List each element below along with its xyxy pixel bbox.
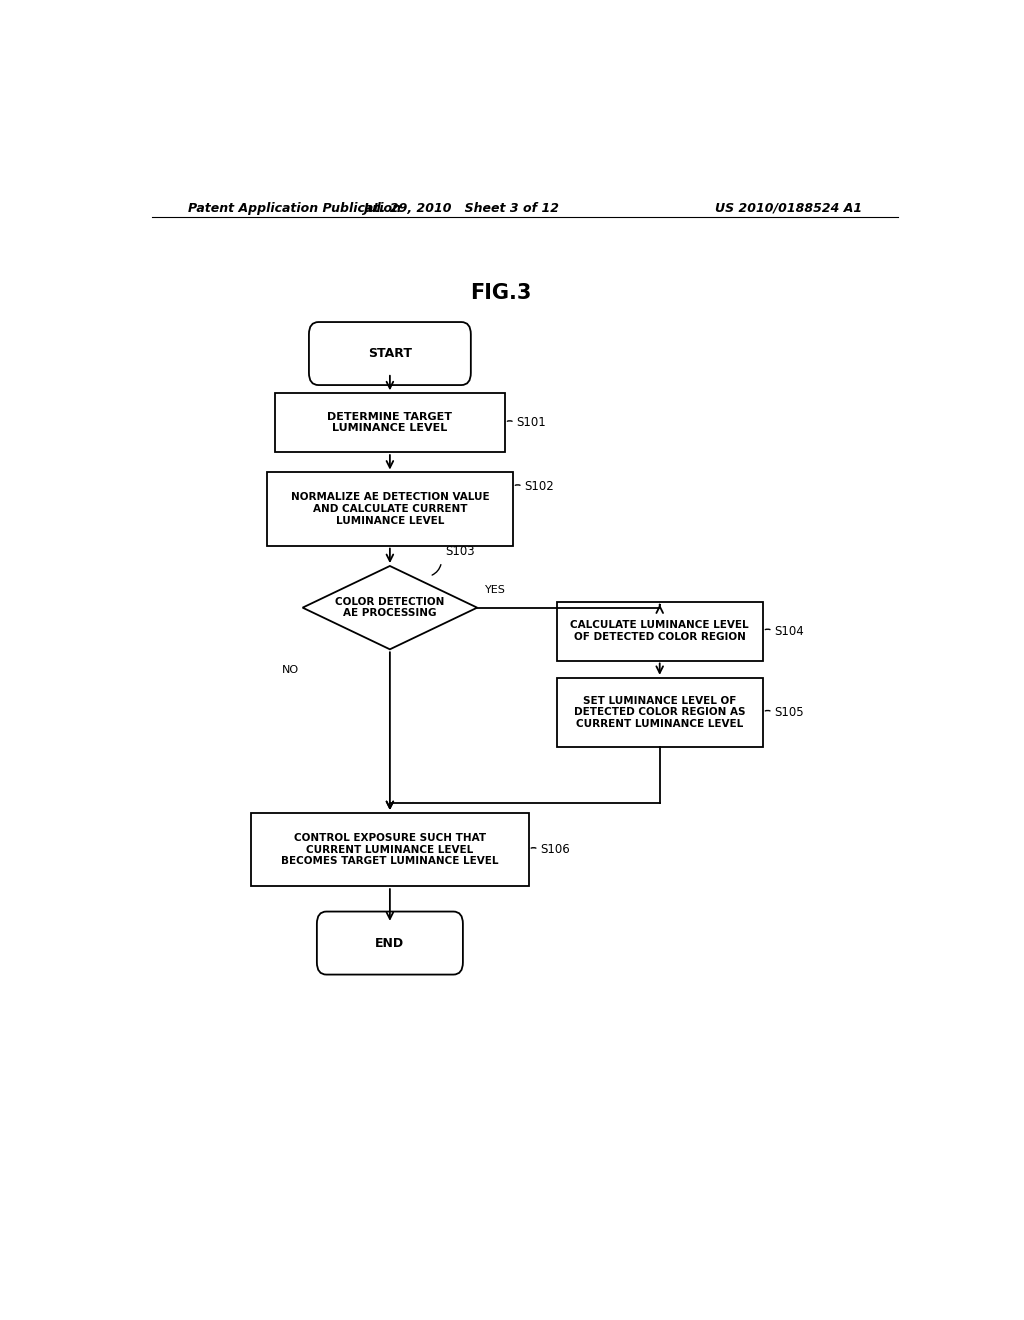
Text: CALCULATE LUMINANCE LEVEL
OF DETECTED COLOR REGION: CALCULATE LUMINANCE LEVEL OF DETECTED CO… (570, 620, 749, 642)
Text: S101: S101 (516, 416, 546, 429)
Text: S102: S102 (524, 480, 554, 494)
Text: NO: NO (282, 664, 299, 675)
Text: NORMALIZE AE DETECTION VALUE
AND CALCULATE CURRENT
LUMINANCE LEVEL: NORMALIZE AE DETECTION VALUE AND CALCULA… (291, 492, 489, 525)
Polygon shape (303, 566, 477, 649)
Text: SET LUMINANCE LEVEL OF
DETECTED COLOR REGION AS
CURRENT LUMINANCE LEVEL: SET LUMINANCE LEVEL OF DETECTED COLOR RE… (574, 696, 745, 729)
Bar (274, 393, 505, 453)
Text: CONTROL EXPOSURE SUCH THAT
CURRENT LUMINANCE LEVEL
BECOMES TARGET LUMINANCE LEVE: CONTROL EXPOSURE SUCH THAT CURRENT LUMIN… (282, 833, 499, 866)
Text: S104: S104 (774, 624, 804, 638)
Bar (267, 473, 513, 545)
Text: S106: S106 (540, 843, 569, 857)
Text: END: END (376, 937, 404, 949)
Text: S105: S105 (774, 706, 804, 719)
Text: COLOR DETECTION
AE PROCESSING: COLOR DETECTION AE PROCESSING (335, 597, 444, 619)
Text: Jul. 29, 2010   Sheet 3 of 12: Jul. 29, 2010 Sheet 3 of 12 (364, 202, 559, 215)
FancyBboxPatch shape (316, 912, 463, 974)
Text: YES: YES (485, 586, 506, 595)
Text: DETERMINE TARGET
LUMINANCE LEVEL: DETERMINE TARGET LUMINANCE LEVEL (328, 412, 453, 433)
Bar (251, 813, 528, 886)
FancyBboxPatch shape (309, 322, 471, 385)
Text: Patent Application Publication: Patent Application Publication (187, 202, 400, 215)
Bar (557, 677, 763, 747)
Text: S103: S103 (445, 545, 475, 558)
Bar (557, 602, 763, 660)
Text: FIG.3: FIG.3 (470, 282, 531, 302)
Text: US 2010/0188524 A1: US 2010/0188524 A1 (715, 202, 862, 215)
Text: START: START (368, 347, 412, 360)
